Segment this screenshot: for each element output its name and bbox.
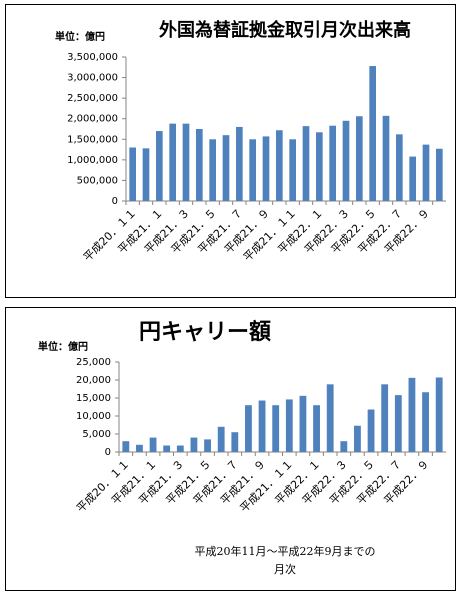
bar — [249, 139, 256, 201]
chart-title: 外国為替証拠金取引月次出来高 — [159, 19, 411, 41]
bar — [276, 130, 283, 201]
bar — [435, 377, 443, 452]
y-tick-label: 1,000,000 — [67, 155, 118, 166]
y-tick-label: 5,000 — [82, 429, 111, 440]
bar — [231, 432, 239, 452]
y-tick-label: 2,000,000 — [67, 114, 118, 125]
chart-title: 円キャリー額 — [139, 319, 271, 345]
bar — [285, 399, 293, 452]
bar — [326, 384, 334, 452]
bar — [340, 441, 348, 452]
bar — [163, 445, 171, 452]
bar — [142, 148, 150, 201]
bar — [316, 132, 323, 201]
bar — [190, 437, 198, 452]
bar — [236, 126, 243, 201]
y-tick-label: 0 — [112, 196, 118, 207]
bar — [408, 377, 416, 452]
bar — [422, 144, 430, 201]
bar — [342, 120, 350, 201]
unit-label: 単位：億円 — [55, 30, 105, 43]
unit-label: 単位：億円 — [38, 340, 88, 353]
bar — [394, 395, 402, 452]
bar — [356, 116, 363, 201]
bar — [313, 405, 320, 452]
bar — [136, 444, 143, 452]
bar — [149, 437, 157, 452]
y-tick-label: 20,000 — [76, 375, 111, 386]
bar — [354, 425, 361, 452]
y-tick-label: 1,500,000 — [67, 134, 118, 145]
bar — [258, 400, 266, 452]
bar — [122, 441, 130, 452]
bar — [176, 445, 184, 452]
bar — [245, 405, 252, 452]
bar — [204, 439, 211, 452]
x-axis-title: 月次 — [274, 562, 296, 576]
y-tick-label: 25,000 — [76, 357, 111, 368]
x-axis-title: 平成20年11月～平成22年9月までの — [195, 544, 376, 558]
bar — [262, 136, 270, 201]
panel-frame — [5, 307, 456, 591]
y-tick-label: 0 — [105, 447, 111, 458]
bar — [381, 384, 389, 452]
bar — [169, 123, 176, 201]
bar — [369, 66, 376, 202]
bar — [436, 148, 443, 201]
bar — [156, 131, 163, 201]
bar — [289, 139, 296, 201]
bar — [222, 135, 230, 201]
bar — [329, 125, 336, 201]
bar — [422, 392, 429, 452]
y-tick-label: 500,000 — [77, 175, 118, 186]
y-tick-label: 10,000 — [76, 411, 111, 422]
y-tick-label: 3,000,000 — [67, 73, 118, 84]
bar — [209, 139, 216, 201]
y-tick-label: 15,000 — [76, 393, 111, 404]
bar — [272, 405, 280, 452]
bar — [129, 147, 136, 201]
bar — [299, 395, 307, 452]
bar — [217, 426, 225, 452]
bar — [302, 126, 310, 201]
y-tick-label: 3,500,000 — [67, 52, 118, 63]
bar — [196, 129, 203, 201]
bar — [182, 123, 190, 201]
bar — [409, 156, 416, 201]
y-tick-label: 2,500,000 — [67, 93, 118, 104]
bar — [396, 134, 403, 201]
bar — [367, 409, 375, 452]
panel-frame — [5, 4, 456, 298]
bar — [382, 115, 390, 201]
